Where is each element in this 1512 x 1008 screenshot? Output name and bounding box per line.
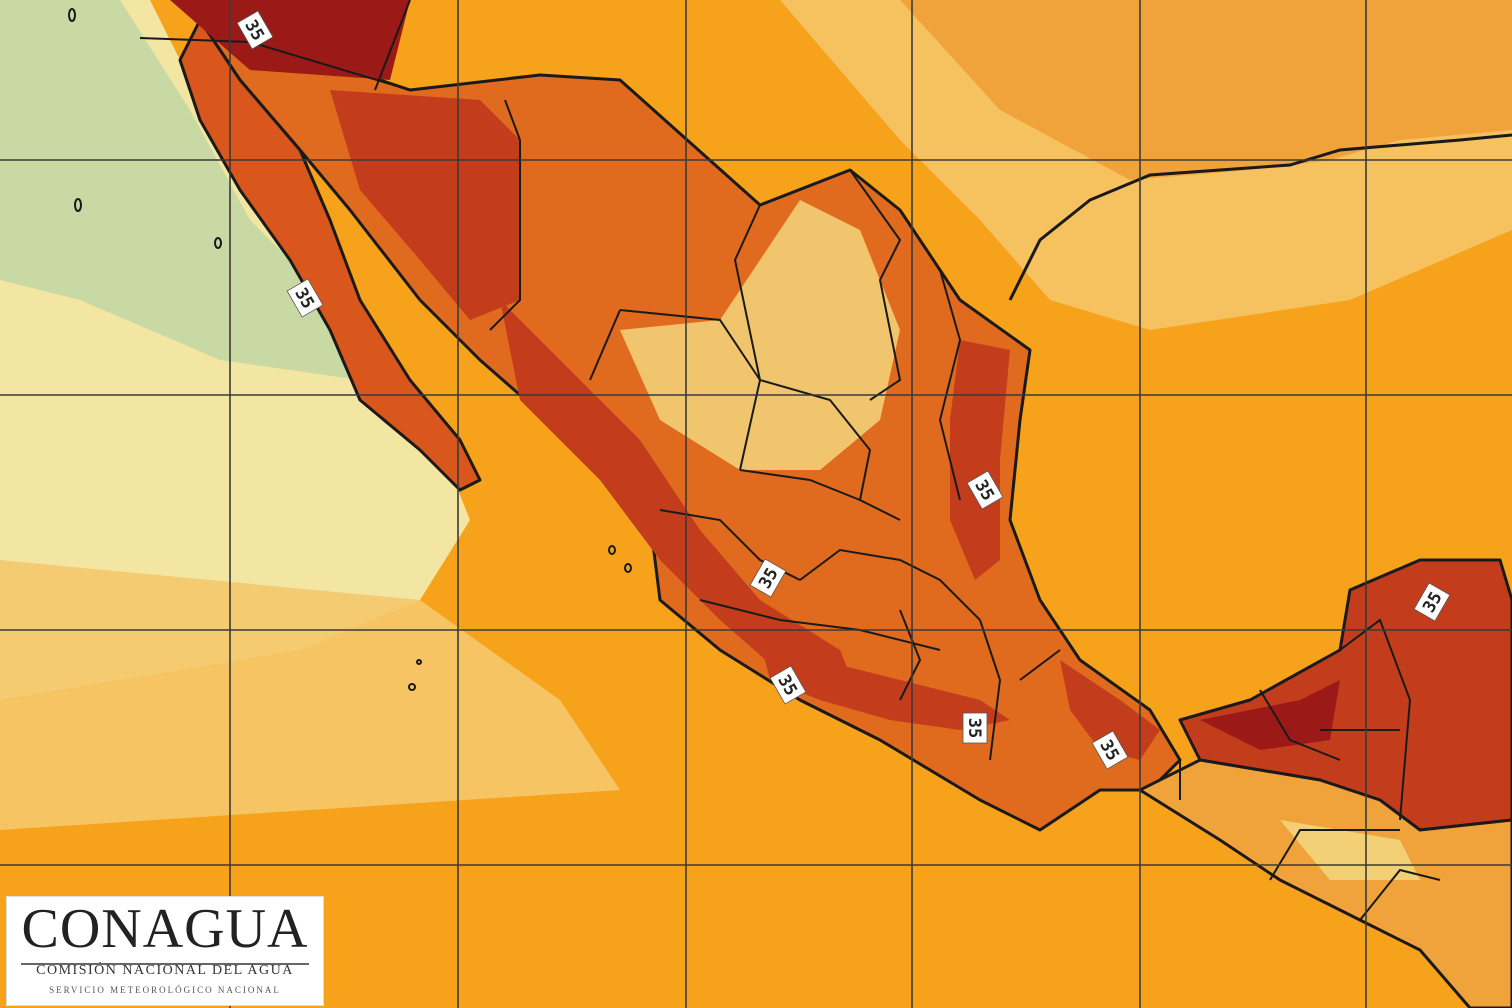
pacific-mild-band <box>0 560 620 830</box>
logo-service-name: SERVICIO METEOROLÓGICO NACIONAL <box>49 985 281 995</box>
central-america <box>1138 758 1512 1008</box>
contour-value: 35 <box>964 718 984 738</box>
us-land <box>130 0 1512 180</box>
islands <box>68 8 632 691</box>
logo-subtitle: COMISIÓN NACIONAL DEL AGUA <box>36 963 294 978</box>
balsas-hot-zone <box>760 640 1010 730</box>
pacific-coast-hot-strip <box>500 300 860 700</box>
gulf-coast-hot-strip <box>950 340 1010 580</box>
logo-wordmark: CONAGUA <box>21 898 309 960</box>
gulf-coastline <box>1008 133 1512 301</box>
pacific-greenish-zone <box>0 0 360 380</box>
sonora-hot-zone <box>330 90 520 320</box>
conagua-logo: CONAGUA COMISIÓN NACIONAL DEL AGUA SERVI… <box>6 896 324 1006</box>
central-plateau-mild-zone <box>620 200 900 470</box>
tabasco-hot-strip <box>1060 660 1160 760</box>
baja-california <box>178 18 482 492</box>
contour-label: 35 <box>1091 730 1129 770</box>
contour-label: 35 <box>962 712 988 744</box>
contour-label: 35 <box>1413 582 1451 622</box>
yucatan-extreme-zone <box>1200 680 1340 750</box>
contour-label: 35 <box>769 665 807 705</box>
logo-divider <box>21 963 309 965</box>
